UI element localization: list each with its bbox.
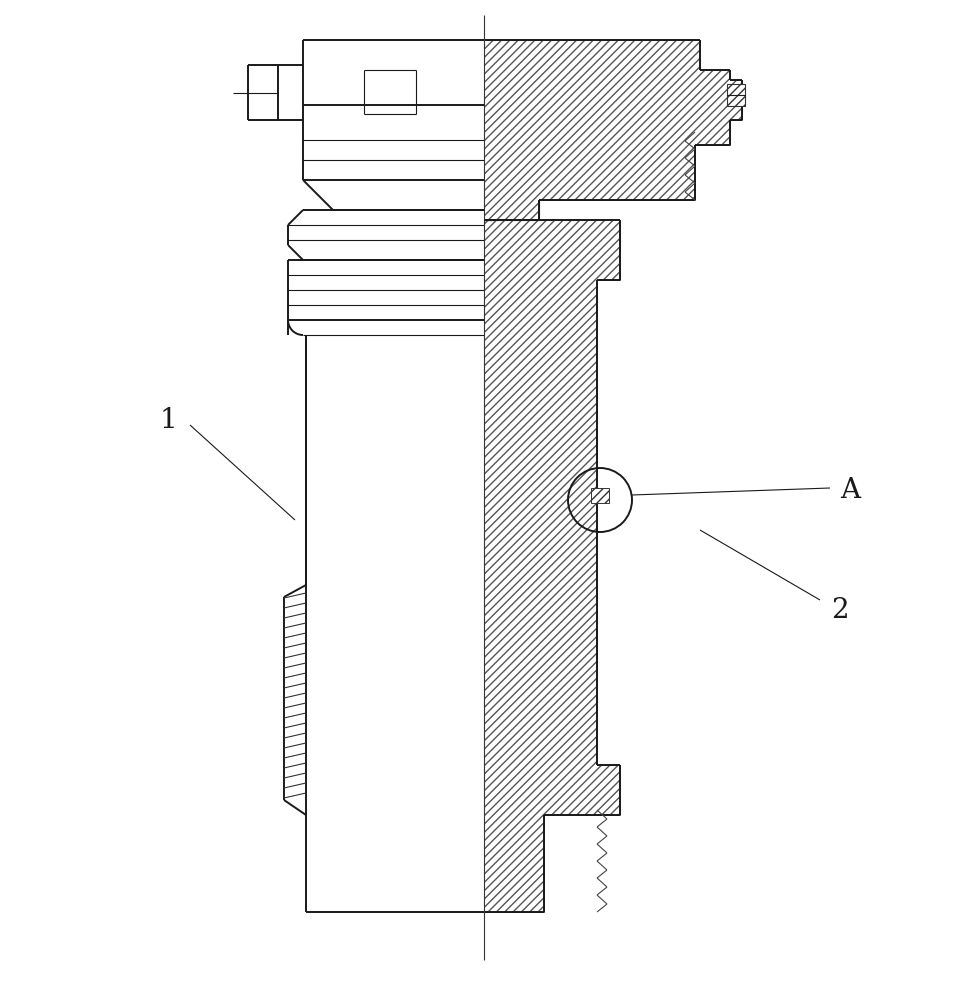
Text: 2: 2: [831, 596, 849, 624]
Text: A: A: [840, 477, 860, 504]
Polygon shape: [727, 84, 745, 106]
Polygon shape: [591, 488, 609, 503]
Text: 1: 1: [159, 406, 177, 434]
Polygon shape: [484, 220, 620, 912]
Polygon shape: [484, 40, 742, 220]
